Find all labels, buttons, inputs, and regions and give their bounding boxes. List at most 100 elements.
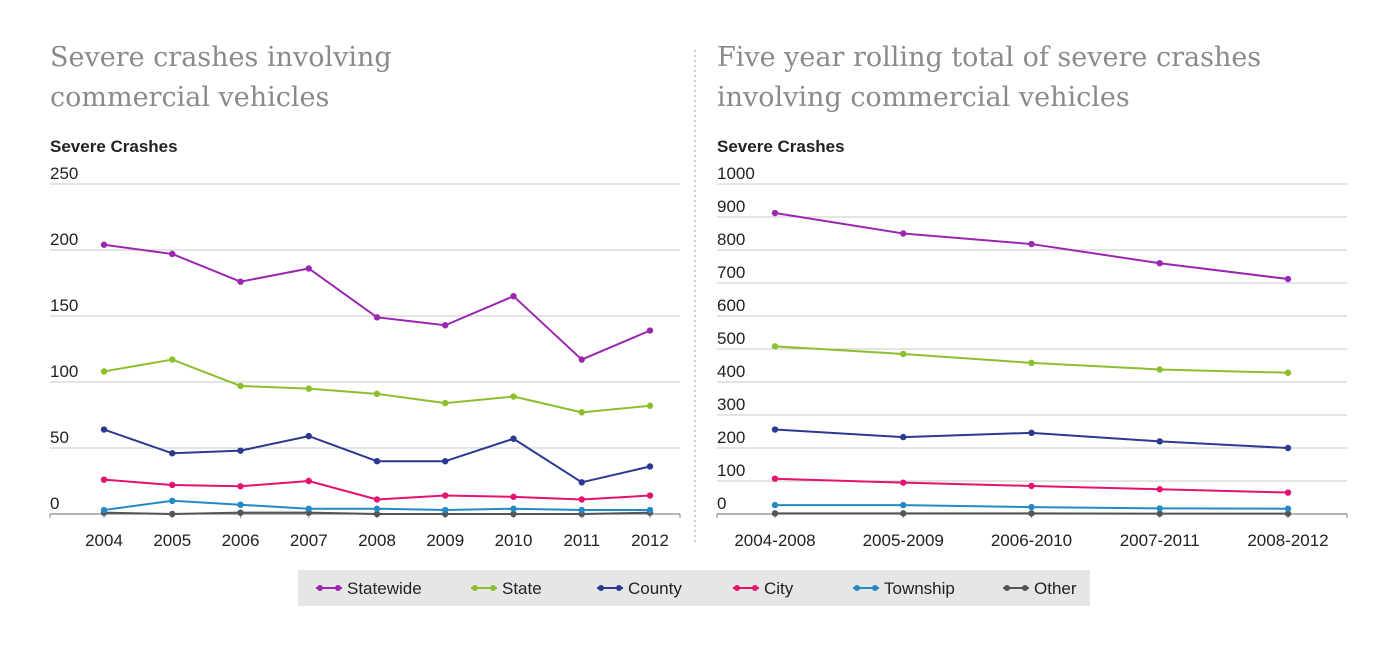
left-point-city-2011 (578, 496, 585, 503)
legend-items: Statewide State County City Township Other (316, 579, 1077, 598)
right-point-state-2008-2012 (1284, 369, 1292, 376)
right-y-tick-700: 700 (717, 263, 745, 282)
left-x-tick-2005: 2005 (153, 531, 191, 550)
chart-left-title-line-1: Severe crashes involving (50, 42, 392, 73)
right-point-other-2008-2012 (1284, 510, 1292, 517)
right-y-tick-900: 900 (717, 197, 745, 216)
right-point-state-2004-2008 (771, 343, 779, 350)
left-point-township-2009 (442, 506, 449, 514)
left-x-tick-2008: 2008 (358, 531, 396, 550)
left-point-statewide-2006 (237, 278, 244, 285)
left-y-tick-100: 100 (50, 362, 78, 381)
left-y-tick-250: 250 (50, 164, 78, 183)
chart-left-title-line-2: commercial vehicles (50, 82, 329, 113)
left-x-tick-2009: 2009 (426, 531, 464, 550)
left-point-state-2004 (100, 368, 108, 375)
right-point-city-2006-2010 (1028, 482, 1035, 490)
right-line-state (774, 345, 1289, 374)
legend-swatch-dot-right-city (752, 585, 758, 591)
right-y-tick-1000: 1000 (717, 164, 755, 183)
left-line-county (103, 428, 651, 484)
left-point-township-2007 (305, 505, 312, 512)
legend-item-city: City (733, 579, 794, 598)
left-point-county-2012 (646, 463, 654, 470)
chart-right-title-line-2: involving commercial vehicles (717, 82, 1130, 113)
legend-swatch-dot-left-state (472, 585, 478, 591)
left-point-city-2006 (237, 483, 244, 490)
left-y-tick-200: 200 (50, 230, 78, 249)
legend-label-city: City (764, 579, 794, 598)
left-point-county-2005 (169, 450, 176, 457)
right-point-township-2006-2010 (1028, 503, 1035, 511)
left-line-statewide (103, 243, 651, 361)
legend-swatch-dot-right-statewide (335, 585, 341, 591)
legend-label-county: County (628, 579, 682, 598)
left-point-other-2006 (237, 509, 244, 516)
chart-right-series (771, 209, 1292, 517)
left-x-tick-2010: 2010 (495, 531, 533, 550)
legend-item-state: State (471, 579, 542, 598)
right-series-county (771, 426, 1292, 452)
right-series-state (771, 343, 1292, 376)
left-x-tick-2012: 2012 (631, 531, 669, 550)
right-series-statewide (771, 209, 1292, 283)
right-point-statewide-2005-2009 (900, 230, 907, 237)
chart-right-y-axis-label: Severe Crashes (717, 137, 845, 156)
chart-left-x-ticks: 2004 2005 2006 2007 2008 2009 2010 2011 2012 (49, 514, 681, 550)
left-line-state (103, 358, 651, 414)
left-point-township-2005 (169, 497, 176, 504)
right-point-county-2004-2008 (771, 426, 779, 433)
left-point-statewide-2007 (305, 265, 312, 272)
left-point-county-2004 (100, 426, 108, 433)
right-x-tick-2007-2011: 2007-2011 (1120, 531, 1200, 550)
left-series-township (100, 497, 654, 514)
right-point-county-2006-2010 (1028, 429, 1035, 437)
left-point-city-2005 (169, 481, 176, 489)
chart-right-x-ticks: 2004-2008 2005-2009 2006-2010 2007-2011 2008… (716, 514, 1348, 550)
right-point-township-2005-2009 (900, 501, 907, 509)
left-point-state-2007 (305, 385, 312, 392)
right-series-city (771, 475, 1292, 496)
left-point-township-2010 (510, 505, 517, 512)
left-point-statewide-2004 (100, 241, 108, 248)
left-point-city-2007 (305, 477, 312, 485)
left-point-state-2005 (169, 356, 176, 363)
legend-label-statewide: Statewide (347, 579, 422, 598)
right-point-state-2006-2010 (1028, 359, 1035, 367)
right-point-city-2004-2008 (771, 475, 779, 482)
legend-swatch-dot-left-other (1004, 585, 1010, 591)
legend-swatch-dot-right-other (1022, 585, 1028, 591)
chart-left-y-axis-label: Severe Crashes (50, 137, 178, 156)
legend-swatch-dot-left-statewide (317, 585, 323, 591)
chart-left-y-ticks: 0 50 100 150 200 250 (50, 164, 78, 513)
left-point-city-2004 (100, 476, 108, 483)
left-point-state-2010 (510, 393, 517, 400)
right-y-tick-200: 200 (717, 428, 745, 447)
right-point-other-2004-2008 (771, 510, 779, 517)
left-point-statewide-2010 (510, 293, 517, 300)
chart-right-y-ticks: 0 100 200 300 400 500 600 700 800 900 1000 (717, 164, 755, 513)
right-y-tick-800: 800 (717, 230, 745, 249)
left-point-other-2010 (510, 510, 517, 518)
left-point-statewide-2012 (646, 327, 654, 334)
right-x-tick-2004-2008: 2004-2008 (734, 531, 815, 550)
left-point-county-2006 (237, 447, 244, 454)
legend: Statewide State County City Township Other (298, 570, 1090, 606)
legend-background (298, 570, 1090, 606)
right-point-other-2007-2011 (1156, 510, 1163, 517)
legend-swatch-dot-left-city (734, 585, 740, 591)
left-point-state-2009 (442, 399, 449, 407)
right-y-tick-0: 0 (717, 494, 726, 513)
left-point-state-2012 (646, 402, 654, 409)
chart-right-title-line-1: Five year rolling total of severe crashe… (717, 42, 1261, 73)
left-point-city-2008 (373, 496, 381, 503)
left-point-statewide-2005 (169, 250, 176, 258)
chart-left-series (100, 241, 654, 518)
left-x-tick-2004: 2004 (85, 531, 123, 550)
right-point-county-2008-2012 (1284, 444, 1292, 452)
right-point-township-2007-2011 (1156, 505, 1163, 512)
left-point-state-2011 (578, 409, 585, 416)
legend-item-other: Other (1003, 579, 1077, 598)
left-point-statewide-2011 (578, 356, 585, 363)
right-series-township (771, 501, 1292, 512)
